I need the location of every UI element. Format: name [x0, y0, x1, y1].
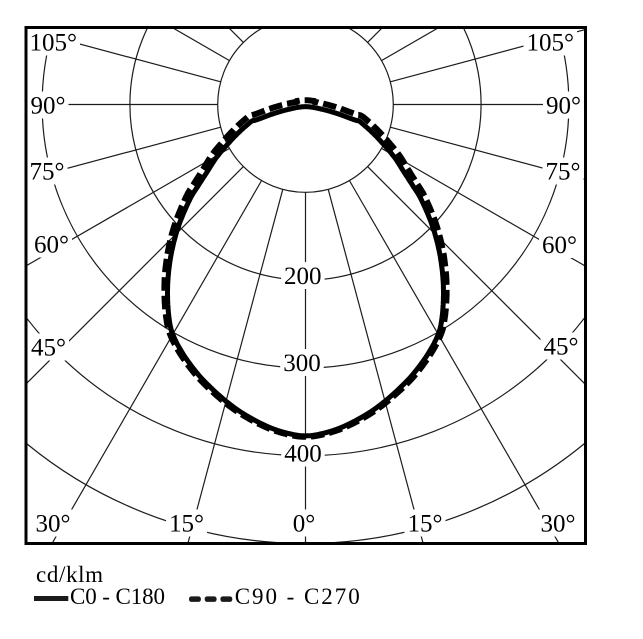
- svg-text:90°: 90°: [546, 93, 581, 120]
- svg-text:75°: 75°: [546, 159, 581, 186]
- svg-text:15°: 15°: [169, 511, 204, 538]
- svg-text:30°: 30°: [36, 511, 71, 538]
- svg-text:15°: 15°: [408, 511, 443, 538]
- svg-text:300: 300: [283, 350, 321, 377]
- svg-text:200: 200: [284, 263, 322, 290]
- svg-text:75°: 75°: [30, 159, 65, 186]
- svg-text:0°: 0°: [293, 511, 316, 538]
- svg-text:90°: 90°: [31, 93, 66, 120]
- svg-text:45°: 45°: [544, 334, 579, 361]
- svg-text:C90 - C270: C90 - C270: [235, 584, 360, 609]
- svg-text:105°: 105°: [30, 30, 78, 57]
- svg-text:400: 400: [284, 441, 322, 468]
- svg-text:105°: 105°: [527, 30, 575, 57]
- svg-text:60°: 60°: [34, 232, 69, 259]
- svg-text:45°: 45°: [31, 335, 66, 362]
- svg-text:60°: 60°: [542, 232, 577, 259]
- svg-text:30°: 30°: [541, 511, 576, 538]
- svg-text:C0 - C180: C0 - C180: [70, 584, 165, 609]
